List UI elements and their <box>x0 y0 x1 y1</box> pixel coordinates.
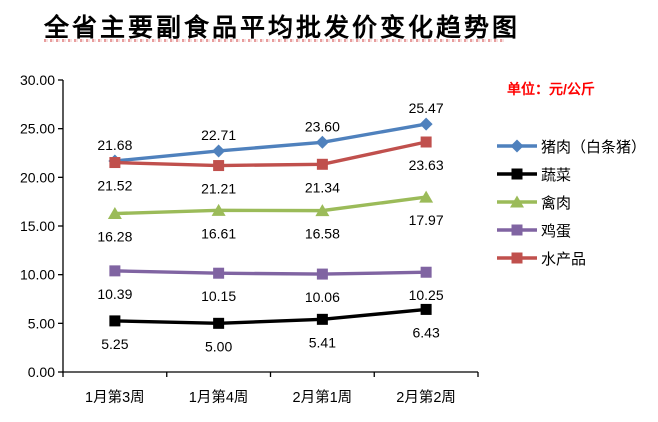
square-marker <box>420 136 432 148</box>
square-marker <box>213 160 225 172</box>
data-label: 10.25 <box>409 287 444 303</box>
y-tick-label: 20.00 <box>20 169 55 185</box>
y-tick-label: 10.00 <box>20 267 55 283</box>
x-category-label: 1月第3周 <box>85 388 145 406</box>
data-label: 23.60 <box>305 118 340 134</box>
chart-legend: 猪肉（白条猪） 蔬菜禽肉鸡蛋水产品 <box>497 132 646 272</box>
legend-square-swatch-icon <box>497 224 537 236</box>
square-marker <box>213 267 225 279</box>
legend-square-swatch-icon <box>497 252 537 264</box>
legend-diamond-swatch-icon <box>497 139 537 153</box>
legend-item: 水产品 <box>497 244 646 272</box>
triangle-marker <box>107 207 122 220</box>
y-tick-label: 0.00 <box>28 364 55 380</box>
series-line <box>114 269 427 276</box>
legend-item-label: 鸡蛋 <box>541 222 572 240</box>
data-label: 21.34 <box>305 179 340 195</box>
data-label: 5.25 <box>101 336 128 352</box>
square-marker <box>420 266 432 278</box>
data-label: 10.15 <box>201 288 236 304</box>
triangle-marker <box>315 204 330 217</box>
data-label: 25.47 <box>409 100 444 116</box>
square-marker <box>316 313 328 325</box>
x-category-label: 2月第1周 <box>293 388 353 406</box>
data-label: 6.43 <box>413 324 440 340</box>
data-label: 21.68 <box>97 137 132 153</box>
data-label: 21.21 <box>201 181 236 197</box>
legend-item-label: 猪肉（白条猪） <box>541 138 647 156</box>
legend-item: 鸡蛋 <box>497 216 646 244</box>
triangle-marker <box>211 203 226 216</box>
square-marker <box>109 315 121 327</box>
x-category-label: 1月第4周 <box>189 388 249 406</box>
series-line <box>114 140 427 168</box>
data-label: 16.61 <box>201 225 236 241</box>
data-label: 16.28 <box>97 229 132 245</box>
square-marker <box>109 265 121 277</box>
legend-item-label: 水产品 <box>541 250 587 268</box>
y-tick-label: 30.00 <box>20 72 55 88</box>
legend-item: 蔬菜 <box>497 160 646 188</box>
title-underline-squiggle <box>44 39 506 42</box>
series-line <box>114 122 427 163</box>
legend-square-swatch-icon <box>497 168 537 180</box>
diamond-marker <box>419 117 433 131</box>
data-label: 21.52 <box>97 178 132 194</box>
legend-item-label: 蔬菜 <box>541 166 572 184</box>
data-label: 16.58 <box>305 226 340 242</box>
series-line <box>114 307 427 326</box>
data-label: 5.41 <box>309 334 336 350</box>
legend-item-label: 禽肉 <box>541 194 572 212</box>
data-label: 23.63 <box>409 157 444 173</box>
legend-item: 猪肉（白条猪） <box>497 132 646 160</box>
y-tick-label: 15.00 <box>20 218 55 234</box>
triangle-marker <box>419 190 434 203</box>
square-marker <box>316 268 328 280</box>
y-tick-label: 25.00 <box>20 121 55 137</box>
legend-triangle-swatch-icon <box>497 195 537 208</box>
data-label: 10.39 <box>97 286 132 302</box>
unit-label: 单位：元/公斤 <box>507 81 595 97</box>
square-marker <box>420 303 432 315</box>
y-tick-label: 5.00 <box>28 315 55 331</box>
legend-item: 禽肉 <box>497 188 646 216</box>
data-label: 5.00 <box>205 338 232 354</box>
square-marker <box>213 317 225 329</box>
square-marker <box>316 158 328 170</box>
data-label: 22.71 <box>201 127 236 143</box>
series-line <box>114 195 427 216</box>
diamond-marker <box>212 144 226 158</box>
square-marker <box>109 157 121 169</box>
chart-title: 全省主要副食品平均批发价变化趋势图 <box>44 14 521 42</box>
diamond-marker <box>315 135 329 149</box>
x-category-label: 2月第2周 <box>396 388 456 406</box>
data-label: 10.06 <box>305 289 340 305</box>
data-label: 17.97 <box>409 212 444 228</box>
